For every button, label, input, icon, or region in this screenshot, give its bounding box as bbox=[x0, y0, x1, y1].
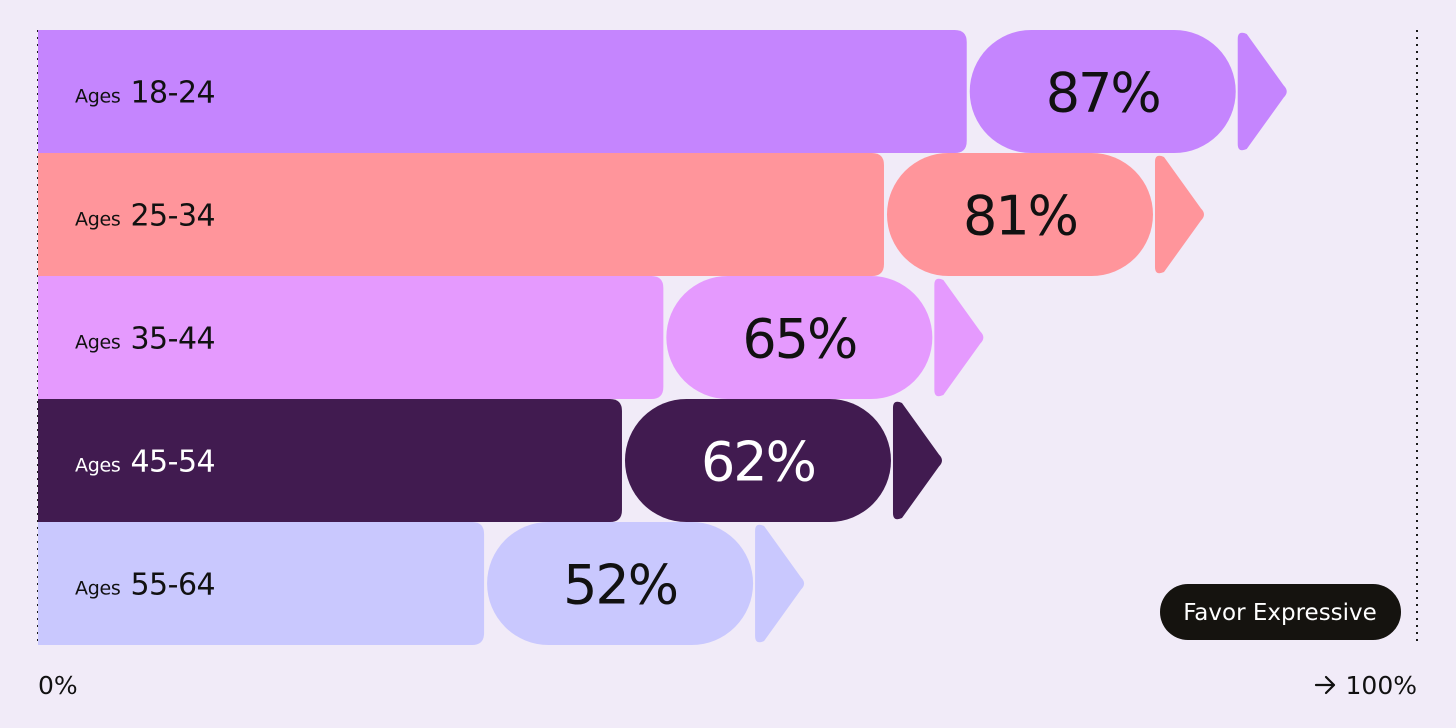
bar bbox=[38, 522, 485, 645]
bar bbox=[38, 399, 622, 522]
category-label: Ages 18-24 bbox=[75, 76, 215, 111]
category-prefix: Ages bbox=[75, 86, 120, 108]
value-label: 65% bbox=[742, 308, 856, 371]
value-pill bbox=[886, 153, 1153, 276]
bar-row-18-24: Ages 18-24 87% bbox=[38, 30, 1287, 153]
bars-group: Ages 18-24 87%Ages 25-34 81%Ages 35-44 65%Ages… bbox=[38, 30, 1287, 645]
arrow-head-icon bbox=[1154, 155, 1204, 274]
arrow-head-icon bbox=[1237, 32, 1287, 151]
category-range: 25-34 bbox=[130, 199, 215, 234]
x-tick-end-label: 100% bbox=[1346, 671, 1417, 700]
value-pill bbox=[624, 399, 891, 522]
value-label: 62% bbox=[701, 431, 815, 494]
category-label: Ages 45-54 bbox=[75, 445, 215, 480]
category-prefix: Ages bbox=[75, 332, 120, 354]
bar-row-55-64: Ages 55-64 52% bbox=[38, 522, 805, 645]
bar bbox=[38, 276, 664, 399]
badge-label: Favor Expressive bbox=[1183, 600, 1377, 626]
badge-pill bbox=[1160, 584, 1401, 640]
value-label: 52% bbox=[563, 554, 677, 617]
value-label: 81% bbox=[963, 185, 1077, 248]
bar-row-35-44: Ages 35-44 65% bbox=[38, 276, 984, 399]
category-range: 18-24 bbox=[130, 76, 215, 111]
x-tick-start: 0% bbox=[38, 671, 78, 700]
arrow-right-icon bbox=[1314, 675, 1336, 695]
bar bbox=[38, 30, 967, 153]
category-prefix: Ages bbox=[75, 578, 120, 600]
category-prefix: Ages bbox=[75, 209, 120, 231]
category-label: Ages 55-64 bbox=[75, 568, 215, 603]
arrow-head-icon bbox=[934, 278, 984, 397]
value-pill bbox=[666, 276, 933, 399]
arrow-head-icon bbox=[892, 401, 942, 520]
category-range: 35-44 bbox=[130, 322, 215, 357]
bar bbox=[38, 153, 884, 276]
value-pill bbox=[487, 522, 754, 645]
category-range: 55-64 bbox=[130, 568, 215, 603]
category-prefix: Ages bbox=[75, 455, 120, 477]
x-tick-end: 100% bbox=[1314, 671, 1417, 700]
legend-badge: Favor Expressive bbox=[1160, 584, 1401, 640]
value-label: 87% bbox=[1046, 62, 1160, 125]
arrow-head-icon bbox=[755, 524, 805, 643]
category-label: Ages 35-44 bbox=[75, 322, 215, 357]
bar-row-45-54: Ages 45-54 62% bbox=[38, 399, 942, 522]
category-label: Ages 25-34 bbox=[75, 199, 215, 234]
category-range: 45-54 bbox=[130, 445, 215, 480]
value-pill bbox=[969, 30, 1236, 153]
bar-row-25-34: Ages 25-34 81% bbox=[38, 153, 1204, 276]
